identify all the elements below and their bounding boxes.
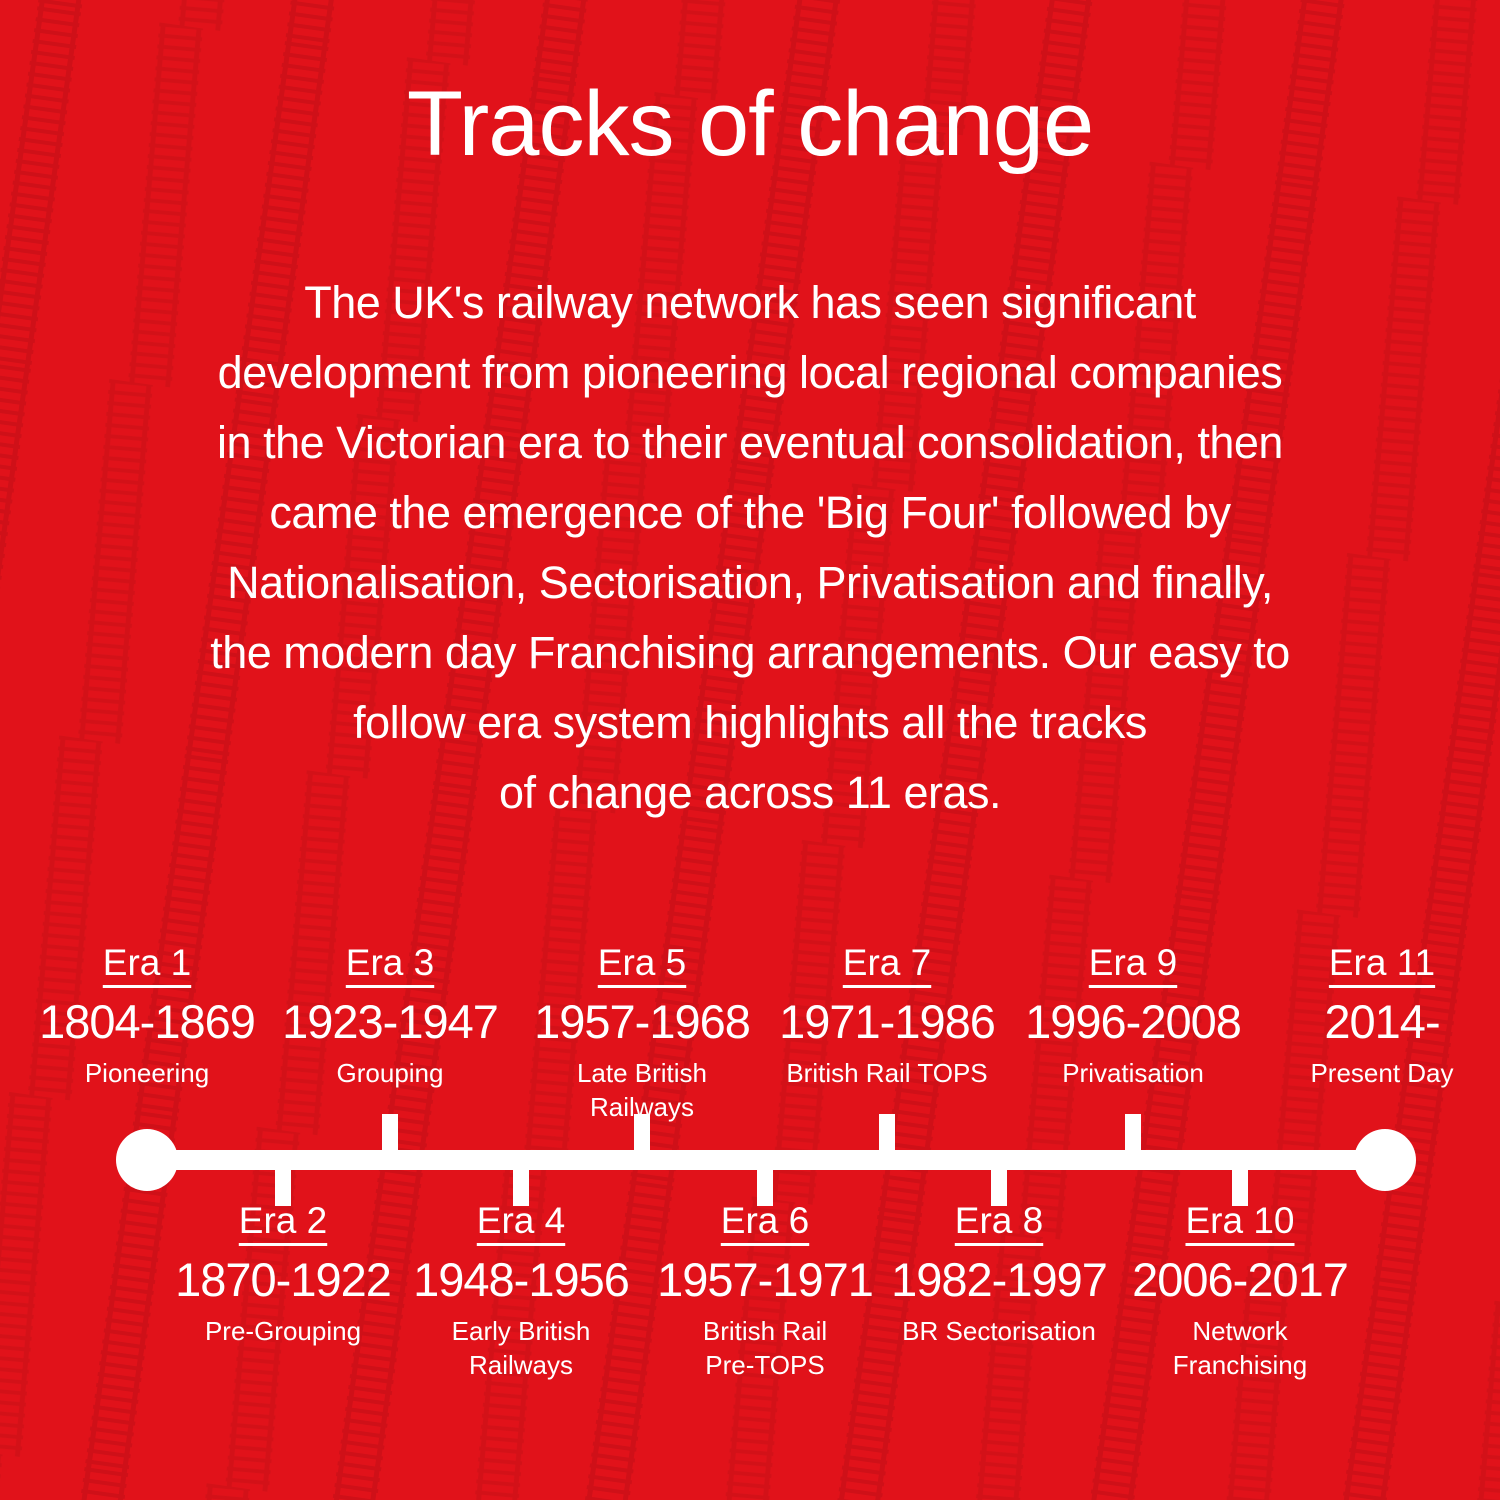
era-column-4: Era 4 1948-1956 Early British Railways [381, 1198, 661, 1382]
era-name: Era 11 [1328, 942, 1436, 983]
era-dates: 1996-2008 [1025, 995, 1242, 1048]
era-dates: 1804-1869 [39, 995, 256, 1048]
era-label: Early British Railways [451, 1316, 591, 1380]
era-name: Era 9 [1088, 942, 1178, 983]
timeline-tick-era-9 [1125, 1114, 1141, 1154]
era-column-9: Era 9 1996-2008 Privatisation [1003, 940, 1263, 1090]
era-dates: 1957-1968 [534, 995, 751, 1048]
timeline-tick-era-8 [991, 1166, 1007, 1206]
page-title: Tracks of change [406, 73, 1094, 175]
era-column-7: Era 7 1971-1986 British Rail TOPS [757, 940, 1017, 1090]
intro-paragraph: The UK's railway network has seen signif… [210, 277, 1290, 818]
era-dates: 1870-1922 [175, 1253, 392, 1306]
era-label: British Rail Pre-TOPS [702, 1316, 828, 1380]
timeline-tick-era-2 [275, 1166, 291, 1206]
era-column-11: Era 11 2014- Present Day [1252, 940, 1500, 1090]
era-column-10: Era 10 2006-2017 Network Franchising [1100, 1198, 1380, 1382]
era-column-3: Era 3 1923-1947 Grouping [260, 940, 520, 1090]
era-name: Era 1 [102, 942, 192, 983]
era-name: Era 6 [720, 1200, 810, 1241]
era-dates: 1971-1986 [779, 995, 996, 1048]
era-label: British Rail TOPS [786, 1058, 988, 1088]
timeline-tick-era-7 [879, 1114, 895, 1154]
era-name: Era 10 [1185, 1200, 1295, 1241]
era-label: Pre-Grouping [204, 1316, 362, 1346]
era-column-2: Era 2 1870-1922 Pre-Grouping [143, 1198, 423, 1348]
era-label: BR Sectorisation [902, 1316, 1096, 1346]
era-label: Grouping [336, 1058, 444, 1088]
era-name: Era 4 [476, 1200, 566, 1241]
timeline-bar [147, 1150, 1385, 1170]
era-dates: 2006-2017 [1132, 1253, 1349, 1306]
timeline-tick-era-5 [634, 1114, 650, 1154]
era-dates: 1957-1971 [657, 1253, 874, 1306]
era-column-6: Era 6 1957-1971 British Rail Pre-TOPS [625, 1198, 905, 1382]
era-name: Era 7 [842, 942, 932, 983]
timeline-endpoint-era-11 [1354, 1129, 1416, 1191]
era-column-8: Era 8 1982-1997 BR Sectorisation [859, 1198, 1139, 1348]
era-dates: 1923-1947 [282, 995, 499, 1048]
era-name: Era 8 [954, 1200, 1044, 1241]
era-name: Era 3 [345, 942, 435, 983]
era-label: Late British Railways [576, 1058, 708, 1122]
era-dates: 1948-1956 [413, 1253, 630, 1306]
timeline-endpoint-era-1 [116, 1129, 178, 1191]
era-label: Privatisation [1062, 1058, 1204, 1088]
era-name: Era 5 [597, 942, 687, 983]
era-column-1: Era 1 1804-1869 Pioneering [17, 940, 277, 1090]
timeline-tick-era-4 [513, 1166, 529, 1206]
timeline-tick-era-6 [757, 1166, 773, 1206]
timeline-tick-era-3 [382, 1114, 398, 1154]
era-column-5: Era 5 1957-1968 Late British Railways [512, 940, 772, 1124]
era-label: Pioneering [84, 1058, 210, 1088]
era-dates: 1982-1997 [891, 1253, 1108, 1306]
era-label: Present Day [1310, 1058, 1454, 1088]
timeline-tick-era-10 [1232, 1166, 1248, 1206]
era-dates: 2014- [1324, 995, 1440, 1048]
era-label: Network Franchising [1172, 1316, 1308, 1380]
era-name: Era 2 [238, 1200, 328, 1241]
